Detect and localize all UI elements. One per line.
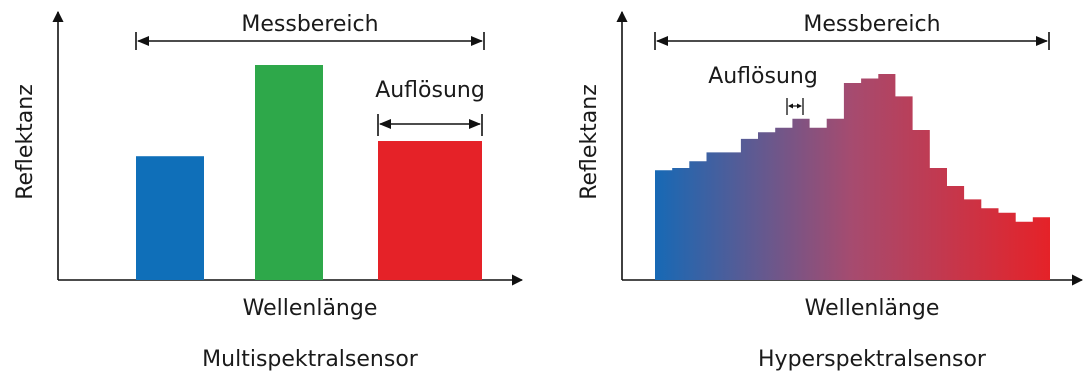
resolution-label: Auflösung (708, 64, 818, 89)
resolution-arrow-right (797, 103, 802, 109)
multispectral-panel: Reflektanz Messbereich Auflösung Wellenl… (13, 10, 524, 372)
bar-green (255, 65, 323, 280)
y-axis-label: Reflektanz (13, 84, 38, 200)
spectral-bars (136, 65, 482, 280)
resolution-arrow-left (379, 119, 391, 129)
resolution-arrow-right (469, 119, 481, 129)
range-label: Messbereich (241, 12, 378, 37)
bar-blue (136, 156, 204, 280)
x-axis-label: Wellenlänge (243, 296, 378, 321)
range-label: Messbereich (803, 12, 940, 37)
y-axis-label: Reflektanz (577, 84, 602, 200)
range-arrow-right (1036, 36, 1048, 46)
range-arrow-right (471, 36, 483, 46)
bar-red (378, 141, 482, 280)
resolution-label: Auflösung (375, 78, 485, 103)
resolution-arrow-left (788, 103, 793, 109)
range-arrow-left (137, 36, 149, 46)
hyperspectral-step-curve (655, 74, 1050, 280)
panel-caption: Hyperspektralsensor (758, 347, 987, 372)
panel-caption: Multispektralsensor (202, 347, 419, 372)
x-axis-label: Wellenlänge (805, 296, 940, 321)
hyperspectral-panel: Reflektanz Messbereich Auflösung Wellenl… (577, 10, 1084, 372)
range-arrow-left (656, 36, 668, 46)
